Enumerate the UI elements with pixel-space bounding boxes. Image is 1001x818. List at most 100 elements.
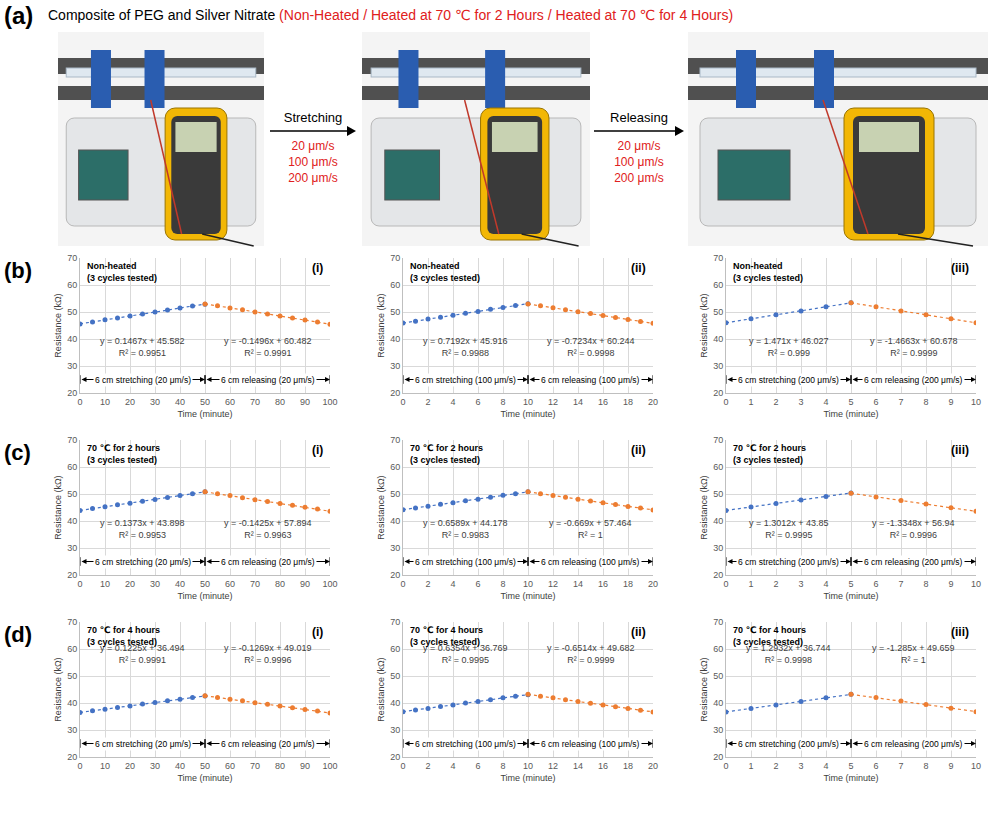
- svg-text:6 cm stretching (200 μm/s): 6 cm stretching (200 μm/s): [738, 557, 839, 567]
- svg-text:70: 70: [713, 435, 723, 445]
- svg-text:80: 80: [275, 761, 285, 771]
- svg-text:90: 90: [300, 761, 310, 771]
- svg-text:3: 3: [798, 397, 803, 407]
- svg-text:6 cm stretching (20 μm/s): 6 cm stretching (20 μm/s): [95, 375, 191, 385]
- svg-text:60: 60: [67, 462, 77, 472]
- svg-text:Resistance (kΩ): Resistance (kΩ): [699, 475, 709, 539]
- svg-text:10: 10: [100, 579, 110, 589]
- svg-text:y = -1.3348x + 56.94R² = 0.999: y = -1.3348x + 56.94R² = 0.9996: [872, 518, 955, 540]
- svg-text:40: 40: [713, 698, 723, 708]
- svg-text:20: 20: [648, 761, 658, 771]
- svg-text:8: 8: [500, 761, 505, 771]
- svg-text:Stretching: Stretching: [284, 110, 343, 125]
- svg-text:y = 0.6589x + 44.178R² = 0.998: y = 0.6589x + 44.178R² = 0.9983: [423, 518, 508, 540]
- svg-text:(i): (i): [312, 625, 323, 639]
- svg-text:2: 2: [773, 761, 778, 771]
- svg-text:20: 20: [390, 752, 400, 762]
- svg-text:70: 70: [713, 617, 723, 627]
- svg-text:Resistance (kΩ): Resistance (kΩ): [376, 657, 386, 721]
- svg-text:3: 3: [798, 761, 803, 771]
- svg-text:(iii): (iii): [951, 625, 969, 639]
- svg-text:y = 0.6354x + 36.769R² = 0.999: y = 0.6354x + 36.769R² = 0.9995: [423, 643, 508, 665]
- svg-text:30: 30: [150, 579, 160, 589]
- svg-text:6 cm stretching (200 μm/s): 6 cm stretching (200 μm/s): [738, 375, 839, 385]
- svg-text:8: 8: [500, 397, 505, 407]
- svg-text:Resistance (kΩ): Resistance (kΩ): [699, 293, 709, 357]
- svg-text:30: 30: [713, 725, 723, 735]
- svg-text:200 μm/s: 200 μm/s: [288, 171, 338, 185]
- svg-text:70: 70: [713, 253, 723, 263]
- svg-text:(c): (c): [4, 440, 31, 465]
- svg-text:60: 60: [713, 462, 723, 472]
- svg-text:70: 70: [67, 253, 77, 263]
- svg-text:40: 40: [67, 334, 77, 344]
- svg-text:70: 70: [250, 397, 260, 407]
- svg-text:14: 14: [573, 761, 583, 771]
- svg-text:20: 20: [125, 579, 135, 589]
- svg-text:1: 1: [748, 397, 753, 407]
- svg-text:18: 18: [623, 397, 633, 407]
- svg-text:5: 5: [848, 397, 853, 407]
- svg-text:20: 20: [125, 761, 135, 771]
- svg-text:20: 20: [67, 752, 77, 762]
- svg-text:y = -0.1425x + 57.894R² = 0.99: y = -0.1425x + 57.894R² = 0.9963: [224, 518, 312, 540]
- svg-text:100 μm/s: 100 μm/s: [288, 155, 338, 169]
- svg-text:70 ℃ for 4 hours(3 cycles test: 70 ℃ for 4 hours(3 cycles tested): [733, 625, 806, 647]
- svg-text:6 cm releasing (200 μm/s): 6 cm releasing (200 μm/s): [864, 739, 963, 749]
- svg-text:6: 6: [873, 397, 878, 407]
- svg-text:6 cm stretching (100 μm/s): 6 cm stretching (100 μm/s): [415, 375, 516, 385]
- svg-text:6: 6: [873, 579, 878, 589]
- svg-text:4: 4: [823, 397, 828, 407]
- svg-text:60: 60: [67, 644, 77, 654]
- svg-text:12: 12: [548, 579, 558, 589]
- svg-text:6 cm releasing (20 μm/s): 6 cm releasing (20 μm/s): [221, 739, 315, 749]
- svg-text:20 μm/s: 20 μm/s: [618, 139, 661, 153]
- svg-text:1: 1: [748, 579, 753, 589]
- svg-text:4: 4: [450, 761, 455, 771]
- svg-text:6: 6: [475, 579, 480, 589]
- svg-text:0: 0: [400, 397, 405, 407]
- svg-text:60: 60: [713, 644, 723, 654]
- svg-text:6: 6: [475, 397, 480, 407]
- svg-text:Resistance (kΩ): Resistance (kΩ): [376, 293, 386, 357]
- svg-text:50: 50: [713, 489, 723, 499]
- svg-text:20: 20: [390, 388, 400, 398]
- svg-text:6: 6: [475, 761, 480, 771]
- svg-text:Time (minute): Time (minute): [500, 409, 555, 419]
- svg-text:y = 0.1373x + 43.898R² = 0.995: y = 0.1373x + 43.898R² = 0.9953: [100, 518, 185, 540]
- svg-text:4: 4: [450, 397, 455, 407]
- svg-text:60: 60: [390, 280, 400, 290]
- svg-text:60: 60: [713, 280, 723, 290]
- svg-text:y = -0.6514x + 49.682R² = 0.99: y = -0.6514x + 49.682R² = 0.9999: [547, 643, 635, 665]
- svg-text:y = 0.1467x + 45.582R² = 0.995: y = 0.1467x + 45.582R² = 0.9951: [100, 336, 185, 358]
- svg-text:60: 60: [390, 462, 400, 472]
- svg-text:y = -1.285x + 49.659R² = 1: y = -1.285x + 49.659R² = 1: [872, 643, 955, 665]
- svg-text:0: 0: [723, 579, 728, 589]
- svg-text:10: 10: [971, 579, 981, 589]
- svg-text:50: 50: [390, 671, 400, 681]
- svg-text:4: 4: [823, 579, 828, 589]
- svg-text:y = 1.3012x + 43.85R² = 0.9995: y = 1.3012x + 43.85R² = 0.9995: [749, 518, 829, 540]
- svg-text:50: 50: [200, 397, 210, 407]
- svg-text:5: 5: [848, 579, 853, 589]
- svg-text:50: 50: [67, 671, 77, 681]
- svg-text:0: 0: [400, 761, 405, 771]
- svg-text:(d): (d): [4, 622, 32, 647]
- svg-text:40: 40: [390, 516, 400, 526]
- svg-text:40: 40: [175, 397, 185, 407]
- svg-text:30: 30: [390, 361, 400, 371]
- svg-text:1: 1: [748, 761, 753, 771]
- svg-text:Time (minute): Time (minute): [500, 591, 555, 601]
- svg-text:70 ℃ for 2 hours(3 cycles test: 70 ℃ for 2 hours(3 cycles tested): [733, 443, 806, 465]
- svg-text:0: 0: [723, 761, 728, 771]
- svg-text:80: 80: [275, 579, 285, 589]
- svg-text:y = 0.7192x + 45.916R² = 0.998: y = 0.7192x + 45.916R² = 0.9988: [423, 336, 508, 358]
- svg-text:5: 5: [848, 761, 853, 771]
- svg-text:20: 20: [713, 570, 723, 580]
- svg-text:10: 10: [971, 761, 981, 771]
- svg-text:y = -1.4663x + 60.678R² = 0.99: y = -1.4663x + 60.678R² = 0.9999: [870, 336, 958, 358]
- svg-text:20: 20: [648, 397, 658, 407]
- svg-text:6 cm releasing (200 μm/s): 6 cm releasing (200 μm/s): [864, 557, 963, 567]
- svg-text:30: 30: [713, 361, 723, 371]
- svg-text:12: 12: [548, 397, 558, 407]
